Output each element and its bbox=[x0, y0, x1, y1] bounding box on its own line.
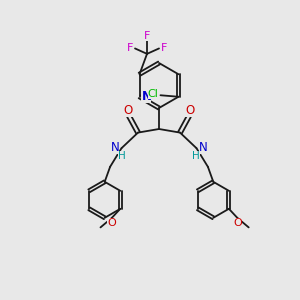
Text: O: O bbox=[107, 218, 116, 228]
Text: H: H bbox=[118, 151, 126, 161]
Text: F: F bbox=[161, 43, 168, 53]
Text: N: N bbox=[110, 141, 119, 154]
Text: F: F bbox=[144, 31, 151, 41]
Text: O: O bbox=[124, 103, 133, 117]
Text: F: F bbox=[126, 43, 133, 53]
Text: N: N bbox=[199, 141, 208, 154]
Text: O: O bbox=[185, 103, 194, 117]
Text: Cl: Cl bbox=[148, 89, 159, 99]
Text: N: N bbox=[141, 90, 152, 103]
Text: O: O bbox=[233, 218, 242, 228]
Text: H: H bbox=[192, 151, 200, 161]
